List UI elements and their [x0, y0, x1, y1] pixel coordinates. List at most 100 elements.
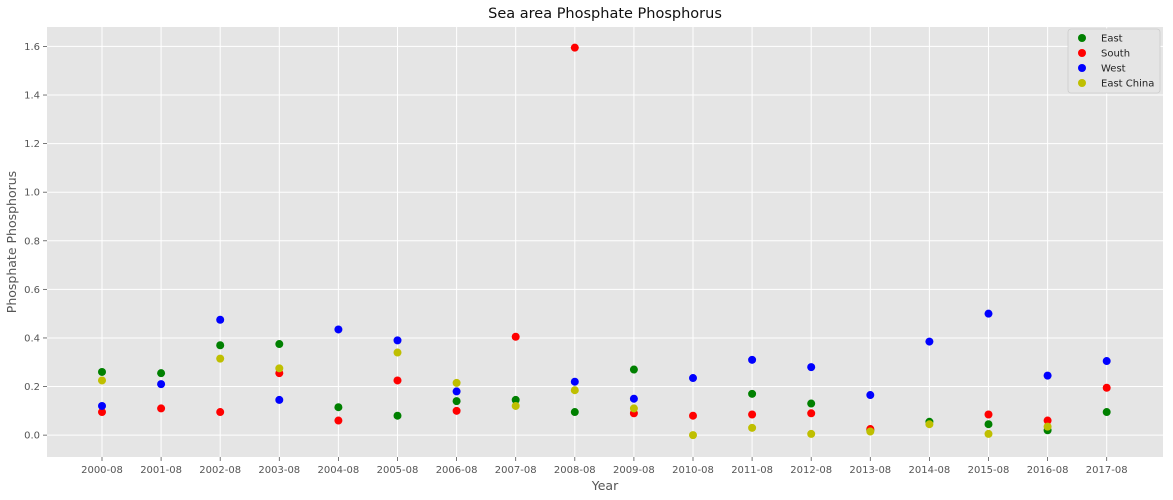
- point-west: [275, 395, 284, 404]
- point-south: [984, 410, 993, 419]
- point-south: [157, 404, 166, 413]
- point-south: [393, 376, 402, 385]
- point-east-china: [807, 429, 816, 438]
- y-tick-label: 0.8: [24, 236, 40, 247]
- point-south: [1102, 383, 1111, 392]
- x-tick-label: 2010-08: [672, 465, 714, 476]
- legend-label: East: [1101, 34, 1123, 45]
- point-south: [98, 408, 106, 417]
- point-east: [984, 420, 993, 429]
- x-tick-label: 2017-08: [1086, 465, 1128, 476]
- x-tick-label: 2013-08: [849, 465, 891, 476]
- point-south: [1043, 416, 1052, 425]
- x-tick-label: 2015-08: [968, 465, 1010, 476]
- x-tick-label: 2007-08: [495, 465, 537, 476]
- y-tick-label: 1.6: [24, 42, 40, 53]
- legend-label: West: [1101, 64, 1126, 75]
- point-west: [216, 315, 225, 324]
- point-south: [689, 411, 697, 420]
- y-tick-label: 1.0: [24, 188, 40, 199]
- point-east: [157, 369, 166, 378]
- point-east: [452, 397, 461, 406]
- point-east-china: [689, 431, 697, 440]
- point-east-china: [866, 427, 875, 436]
- x-tick-label: 2008-08: [554, 465, 596, 476]
- legend-marker: [1078, 79, 1086, 87]
- grid: [47, 27, 1163, 457]
- legend-label: East China: [1101, 79, 1154, 90]
- x-tick-label: 2009-08: [613, 465, 655, 476]
- point-east: [748, 389, 757, 398]
- data-points: [98, 43, 1111, 440]
- chart-title: Sea area Phosphate Phosphorus: [488, 6, 722, 22]
- point-east-china: [925, 420, 934, 429]
- point-east: [511, 395, 520, 404]
- point-east: [393, 411, 402, 420]
- y-axis-title: Phosphate Phosphorus: [4, 171, 19, 313]
- legend-marker: [1078, 49, 1086, 57]
- point-east-china: [629, 404, 638, 413]
- point-west: [98, 401, 106, 410]
- point-east-china: [216, 354, 225, 363]
- point-east: [570, 408, 579, 417]
- y-tick-label: 1.2: [24, 139, 40, 150]
- x-tick-label: 2005-08: [377, 465, 419, 476]
- point-west: [866, 391, 875, 400]
- point-east-china: [393, 348, 402, 357]
- point-west: [629, 394, 638, 403]
- legend-marker: [1078, 34, 1086, 42]
- point-west: [157, 380, 166, 389]
- point-south: [748, 410, 757, 419]
- point-east-china: [984, 429, 993, 438]
- plot-background: [47, 27, 1163, 457]
- point-east: [334, 403, 343, 412]
- x-ticks: 2000-08 2001-08 2002-08 2003-08 2004-08 2005-…: [81, 457, 1128, 476]
- point-east-china: [570, 386, 579, 395]
- x-axis-title: Year: [591, 478, 619, 493]
- point-west: [984, 309, 993, 318]
- point-east-china: [275, 364, 284, 373]
- point-east: [807, 399, 816, 408]
- point-east-china: [452, 378, 461, 387]
- point-east: [1102, 408, 1111, 417]
- y-ticks: 0.0 0.2 0.4 0.6 0.8 1.0 1.2 1.4 1.6: [24, 42, 47, 442]
- x-tick-label: 2006-08: [436, 465, 478, 476]
- y-tick-label: 0.2: [24, 382, 40, 393]
- x-tick-label: 2011-08: [731, 465, 773, 476]
- x-tick-label: 2000-08: [81, 465, 123, 476]
- point-west: [334, 325, 343, 334]
- y-tick-label: 0.6: [24, 285, 40, 296]
- point-east: [98, 367, 106, 376]
- x-tick-label: 2003-08: [258, 465, 300, 476]
- point-west: [1102, 357, 1111, 366]
- x-tick-label: 2004-08: [318, 465, 360, 476]
- point-east-china: [511, 401, 520, 410]
- point-west: [393, 336, 402, 345]
- point-south: [216, 408, 225, 417]
- point-west: [452, 387, 461, 396]
- x-tick-label: 2001-08: [140, 465, 182, 476]
- x-tick-label: 2012-08: [790, 465, 832, 476]
- y-tick-label: 0.4: [24, 333, 40, 344]
- point-east-china: [748, 423, 757, 432]
- x-tick-label: 2016-08: [1027, 465, 1069, 476]
- point-east: [629, 365, 638, 374]
- legend-box: [1067, 28, 1161, 94]
- point-south: [807, 409, 816, 418]
- point-east: [216, 341, 225, 350]
- point-west: [1043, 371, 1052, 380]
- y-tick-label: 1.4: [24, 91, 40, 102]
- point-south: [452, 406, 461, 415]
- point-west: [925, 337, 934, 346]
- point-east: [275, 340, 284, 349]
- point-west: [570, 377, 579, 386]
- point-south: [334, 416, 343, 425]
- legend-marker: [1078, 64, 1086, 72]
- point-west: [689, 374, 697, 383]
- legend-label: South: [1101, 49, 1130, 60]
- y-tick-label: 0.0: [24, 431, 40, 442]
- x-tick-label: 2002-08: [199, 465, 241, 476]
- point-east-china: [98, 376, 106, 385]
